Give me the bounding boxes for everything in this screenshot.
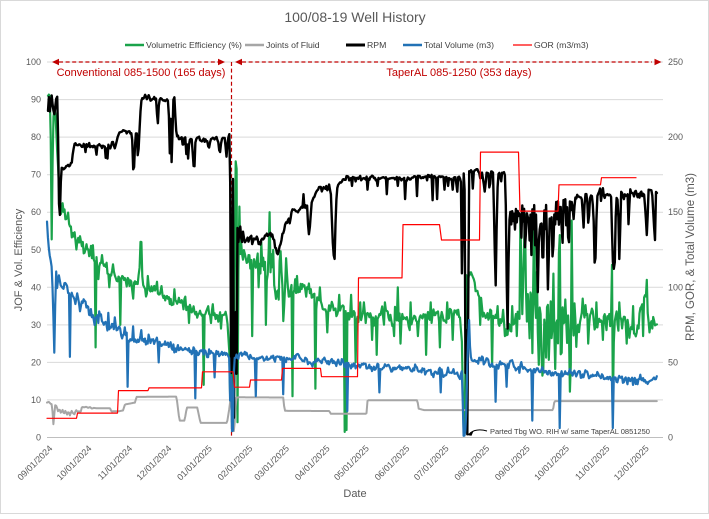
svg-text:0: 0: [36, 433, 41, 443]
svg-text:80: 80: [31, 132, 41, 142]
svg-text:RPM: RPM: [367, 40, 386, 50]
svg-text:250: 250: [668, 57, 683, 67]
svg-text:0: 0: [668, 433, 673, 443]
svg-text:100: 100: [668, 282, 683, 292]
svg-text:10: 10: [31, 395, 41, 405]
svg-text:RPM, GOR, & Total Volume (m3): RPM, GOR, & Total Volume (m3): [685, 173, 697, 341]
svg-text:200: 200: [668, 132, 683, 142]
svg-text:60: 60: [31, 207, 41, 217]
svg-text:Conventional 085-1500 (165 day: Conventional 085-1500 (165 days): [57, 67, 226, 79]
svg-text:90: 90: [31, 95, 41, 105]
svg-text:Total Volume (m3): Total Volume (m3): [424, 40, 494, 50]
svg-text:JOF & Vol. Efficiency: JOF & Vol. Efficiency: [13, 208, 25, 311]
svg-text:Volumetric Efficiency (%): Volumetric Efficiency (%): [146, 40, 242, 50]
svg-text:40: 40: [31, 282, 41, 292]
svg-text:GOR (m3/m3): GOR (m3/m3): [534, 40, 589, 50]
svg-text:100/08-19 Well History: 100/08-19 Well History: [284, 9, 425, 25]
svg-text:50: 50: [31, 245, 41, 255]
svg-text:Parted Tbg WO. RIH w/ same Tap: Parted Tbg WO. RIH w/ same TaperAL 08512…: [490, 427, 650, 436]
svg-text:30: 30: [31, 320, 41, 330]
svg-text:TaperAL 085-1250 (353 days): TaperAL 085-1250 (353 days): [386, 67, 531, 79]
svg-text:Joints of Fluid: Joints of Fluid: [266, 40, 320, 50]
svg-text:50: 50: [668, 357, 678, 367]
svg-text:100: 100: [26, 57, 41, 67]
svg-text:150: 150: [668, 207, 683, 217]
svg-text:Date: Date: [343, 488, 366, 500]
svg-text:70: 70: [31, 170, 41, 180]
svg-text:20: 20: [31, 357, 41, 367]
